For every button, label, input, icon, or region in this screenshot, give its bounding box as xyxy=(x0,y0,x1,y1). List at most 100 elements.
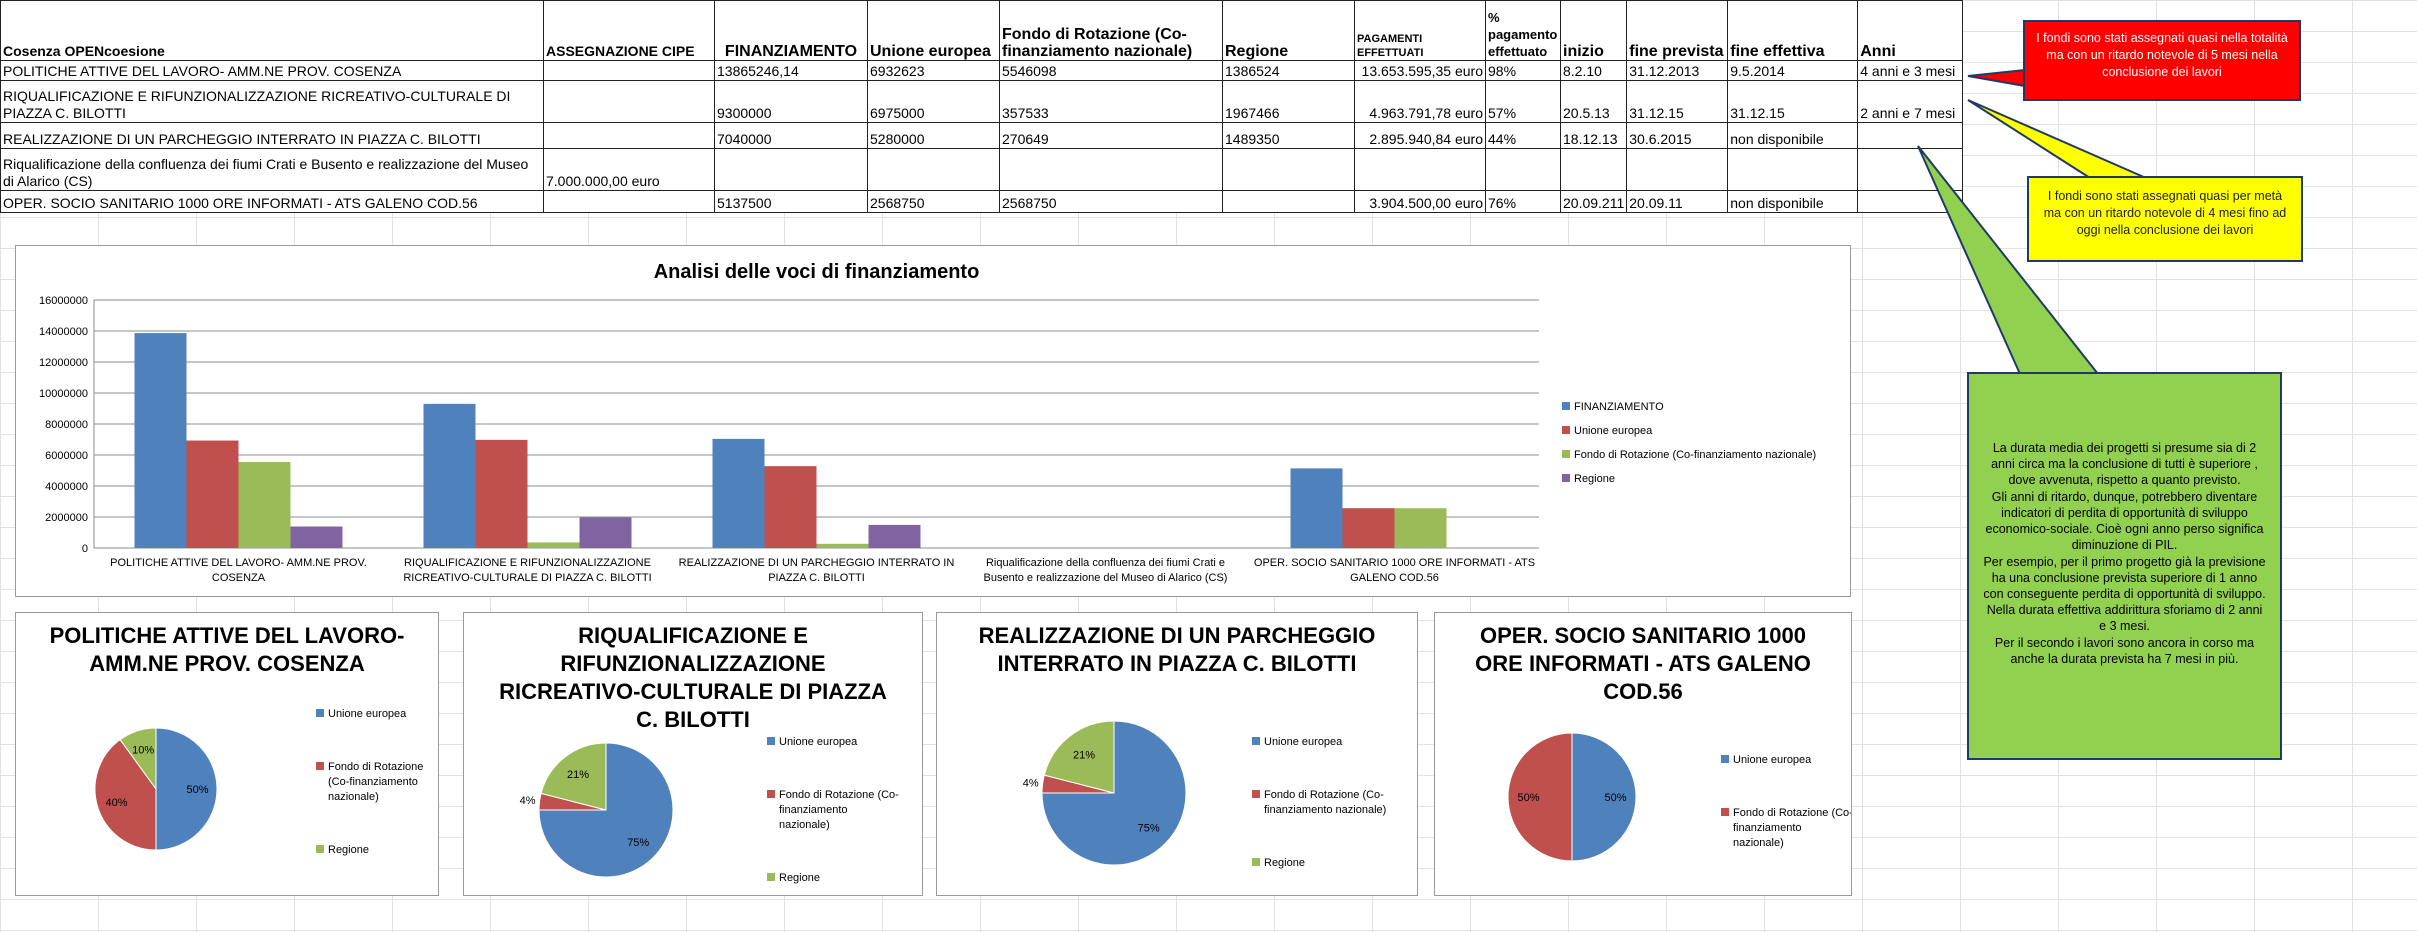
header-cell[interactable]: PAGAMENTI EFFETTUATI xyxy=(1354,0,1486,61)
legend-label: Unione europea xyxy=(1574,425,1653,437)
pie-title-line: POLITICHE ATTIVE DEL LAVORO- xyxy=(50,623,405,648)
cell-finanziamento[interactable] xyxy=(714,148,868,191)
x-tick-label: GALENO COD.56 xyxy=(1350,572,1439,584)
cell-inizio[interactable]: 8.2.10 xyxy=(1559,60,1628,81)
cell-fondo[interactable]: 5546098 xyxy=(999,60,1223,81)
header-cell[interactable]: Unione europea xyxy=(867,0,1000,61)
header-cell[interactable]: % pagamento effettuato xyxy=(1485,0,1561,61)
green-callout[interactable]: La durata media dei progetti si presume … xyxy=(1967,372,2282,760)
header-cell[interactable]: fine prevista xyxy=(1626,0,1729,61)
cell-finanziamento[interactable]: 7040000 xyxy=(714,122,868,149)
cell-fondo[interactable]: 2568750 xyxy=(999,190,1223,213)
cell-fine-prevista[interactable]: 31.12.2013 xyxy=(1626,60,1729,81)
cell-cipe[interactable] xyxy=(543,190,715,213)
cell-finanziamento[interactable]: 13865246,14 xyxy=(714,60,868,81)
cell-pct[interactable]: 57% xyxy=(1485,80,1561,123)
cell-pagamenti[interactable]: 3.904.500,00 euro xyxy=(1354,190,1486,213)
header-cell[interactable]: fine effettiva xyxy=(1727,0,1859,61)
pie-chart-politiche[interactable]: POLITICHE ATTIVE DEL LAVORO- AMM.NE PROV.… xyxy=(15,612,439,896)
cell-anni[interactable]: 4 anni e 3 mesi xyxy=(1857,60,1964,81)
cell-pagamenti[interactable]: 13.653.595,35 euro xyxy=(1354,60,1486,81)
cell-finanziamento[interactable]: 5137500 xyxy=(714,190,868,213)
header-cell[interactable]: Anni xyxy=(1857,0,1964,61)
bar xyxy=(475,439,528,548)
cell-fine-prevista[interactable] xyxy=(1626,148,1729,191)
header-cell[interactable]: Cosenza OPENcoesione xyxy=(0,0,544,61)
cell-name[interactable]: OPER. SOCIO SANITARIO 1000 ORE INFORMATI… xyxy=(0,190,544,213)
cell-anni[interactable] xyxy=(1857,148,1964,191)
cell-fine-prevista[interactable]: 20.09.11 xyxy=(1626,190,1729,213)
cell-regione[interactable] xyxy=(1222,190,1355,213)
cell-cipe[interactable]: 7.000.000,00 euro xyxy=(543,148,715,191)
header-cell[interactable]: FINANZIAMENTO xyxy=(714,0,868,61)
table-row: POLITICHE ATTIVE DEL LAVORO- AMM.NE PROV… xyxy=(0,60,1964,81)
cell-fondo[interactable]: 270649 xyxy=(999,122,1223,149)
header-cell[interactable]: ASSEGNAZIONE CIPE xyxy=(543,0,715,61)
cell-fine-prevista[interactable]: 30.6.2015 xyxy=(1626,122,1729,149)
cell-ue[interactable]: 6975000 xyxy=(867,80,1000,123)
cell-regione[interactable]: 1967466 xyxy=(1222,80,1355,123)
cell-fine-prevista[interactable]: 31.12.15 xyxy=(1626,80,1729,123)
pie-percent-label: 10% xyxy=(132,745,154,757)
cell-ue[interactable]: 6932623 xyxy=(867,60,1000,81)
cell-inizio[interactable]: 18.12.13 xyxy=(1559,122,1628,149)
pie-slice xyxy=(1507,732,1573,862)
legend-swatch xyxy=(767,790,775,798)
cell-ue[interactable] xyxy=(867,148,1000,191)
yellow-callout[interactable]: I fondi sono stati assegnati quasi per m… xyxy=(2027,176,2303,262)
pie-slice xyxy=(155,727,218,851)
cell-name[interactable]: REALIZZAZIONE DI UN PARCHEGGIO INTERRATO… xyxy=(0,122,544,149)
legend-label: Regione xyxy=(328,844,369,856)
cell-pagamenti[interactable]: 4.963.791,78 euro xyxy=(1354,80,1486,123)
cell-name[interactable]: Riqualificazione della confluenza dei fi… xyxy=(0,148,544,191)
cell-cipe[interactable] xyxy=(543,80,715,123)
cell-inizio[interactable]: 20.09.211 xyxy=(1559,190,1628,213)
pie-title-line: RIFUNZIONALIZZAZIONE xyxy=(560,651,825,676)
header-cell[interactable]: Regione xyxy=(1222,0,1355,61)
cell-pct[interactable]: 44% xyxy=(1485,122,1561,149)
cell-name[interactable]: RIQUALIFICAZIONE E RIFUNZIONALIZZAZIONE … xyxy=(0,80,544,123)
bar xyxy=(423,403,476,548)
cell-fine-effettiva[interactable]: 9.5.2014 xyxy=(1727,60,1859,81)
cell-fine-effettiva[interactable]: non disponibile xyxy=(1727,122,1859,149)
pie-title-line: RICREATIVO-CULTURALE DI PIAZZA xyxy=(499,679,887,704)
cell-cipe[interactable] xyxy=(543,122,715,149)
header-cell[interactable]: inizio xyxy=(1559,0,1628,61)
cell-ue[interactable]: 5280000 xyxy=(867,122,1000,149)
cell-name[interactable]: POLITICHE ATTIVE DEL LAVORO- AMM.NE PROV… xyxy=(0,60,544,81)
cell-ue[interactable]: 2568750 xyxy=(867,190,1000,213)
cell-fondo[interactable]: 357533 xyxy=(999,80,1223,123)
pie-percent-label: 4% xyxy=(1023,777,1039,789)
cell-fine-effettiva[interactable]: non disponibile xyxy=(1727,190,1859,213)
cell-inizio[interactable]: 20.5.13 xyxy=(1559,80,1628,123)
cell-anni[interactable] xyxy=(1857,122,1964,149)
pie-chart-riqualificazione[interactable]: RIQUALIFICAZIONE E RIFUNZIONALIZZAZIONE RI… xyxy=(463,612,923,896)
cell-regione[interactable] xyxy=(1222,148,1355,191)
cell-pagamenti[interactable] xyxy=(1354,148,1486,191)
legend-swatch xyxy=(1252,737,1260,745)
red-callout[interactable]: I fondi sono stati assegnati quasi nella… xyxy=(2023,20,2301,101)
cell-finanziamento[interactable]: 9300000 xyxy=(714,80,868,123)
cell-fondo[interactable] xyxy=(999,148,1223,191)
header-cell[interactable]: Fondo di Rotazione (Co-finanziamento naz… xyxy=(999,0,1223,61)
cell-pct[interactable] xyxy=(1485,148,1561,191)
cell-anni[interactable] xyxy=(1857,190,1964,213)
cell-regione[interactable]: 1386524 xyxy=(1222,60,1355,81)
bar-chart[interactable]: Analisi delle voci di finanziamento 0 2000… xyxy=(15,245,1851,597)
cell-fine-effettiva[interactable]: 31.12.15 xyxy=(1727,80,1859,123)
x-tick-label: OPER. SOCIO SANITARIO 1000 ORE INFORMATI… xyxy=(1254,557,1535,569)
cell-cipe[interactable] xyxy=(543,60,715,81)
pie-chart-oper-socio[interactable]: OPER. SOCIO SANITARIO 1000 ORE INFORMATI … xyxy=(1434,612,1853,896)
cell-anni[interactable]: 2 anni e 7 mesi xyxy=(1857,80,1964,123)
cell-fine-effettiva[interactable] xyxy=(1727,148,1859,191)
pie-chart-canvas: REALIZZAZIONE DI UN PARCHEGGIO INTERRATO … xyxy=(979,623,1387,869)
cell-pct[interactable]: 98% xyxy=(1485,60,1561,81)
pie-chart-parcheggio[interactable]: REALIZZAZIONE DI UN PARCHEGGIO INTERRATO … xyxy=(936,612,1418,896)
pie-slice xyxy=(540,742,607,811)
cell-pagamenti[interactable]: 2.895.940,84 euro xyxy=(1354,122,1486,149)
legend-label: Regione xyxy=(779,872,820,884)
cell-regione[interactable]: 1489350 xyxy=(1222,122,1355,149)
pie-slice xyxy=(538,742,674,878)
cell-inizio[interactable] xyxy=(1559,148,1628,191)
cell-pct[interactable]: 76% xyxy=(1485,190,1561,213)
